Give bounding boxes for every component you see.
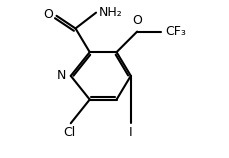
Text: Cl: Cl [63,126,75,139]
Text: O: O [132,14,142,27]
Text: NH₂: NH₂ [99,6,123,19]
Text: O: O [43,8,53,21]
Text: CF₃: CF₃ [165,25,186,38]
Text: N: N [56,69,66,82]
Text: I: I [128,126,132,139]
